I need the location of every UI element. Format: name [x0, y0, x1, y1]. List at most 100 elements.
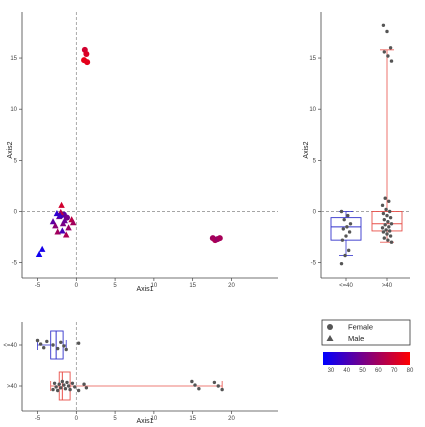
male-point — [35, 250, 43, 257]
box-point — [66, 384, 71, 388]
colorbar-tick-label: 50 — [359, 368, 366, 374]
box-point — [388, 215, 393, 220]
bottom-box-y-ticks: <=40 >40 — [3, 343, 22, 390]
box-point — [82, 382, 86, 386]
box-point — [387, 199, 391, 203]
colorbar-tick-label: 30 — [328, 368, 335, 374]
male-point — [38, 245, 46, 252]
legend: Female Male 30 40 50 60 70 80 — [321, 319, 414, 374]
scatter-y-ticks: -5 0 5 10 15 — [10, 56, 22, 267]
scatter-reference-lines — [22, 12, 278, 278]
box-point — [216, 384, 220, 388]
shape-legend-box — [321, 319, 411, 346]
bottom-box-panel: -5 0 5 10 15 20 <=40 >40 Axis1 — [3, 322, 278, 425]
box-point — [386, 238, 390, 242]
y-tick-label: 0 — [14, 210, 18, 216]
box-point — [59, 386, 63, 390]
box-point — [347, 248, 351, 253]
box-point — [339, 261, 344, 266]
x-tick-label: -5 — [35, 416, 41, 422]
box-point — [62, 383, 66, 387]
box-point — [63, 387, 68, 391]
male-legend-symbol — [326, 335, 334, 341]
box-point — [385, 232, 389, 236]
box-point — [389, 59, 394, 63]
box-point — [342, 217, 346, 222]
female-legend-label: Female — [348, 323, 373, 332]
category-label: <=40 — [3, 343, 17, 349]
box-point — [76, 388, 81, 393]
box-point — [52, 381, 57, 385]
male-point — [54, 228, 61, 235]
box-point — [384, 207, 388, 212]
colorbar-tick-label: 70 — [391, 368, 398, 374]
box-point — [65, 380, 69, 385]
category-label: >40 — [382, 283, 393, 289]
box-point — [220, 387, 224, 392]
box-point — [381, 23, 386, 27]
box-point — [60, 379, 65, 384]
box-point — [343, 253, 347, 258]
box-point — [57, 382, 61, 386]
x-tick-label: 15 — [189, 283, 196, 289]
male-point — [58, 201, 65, 208]
x-tick-label: 10 — [151, 283, 158, 289]
box-point — [381, 211, 386, 216]
box-point — [55, 388, 60, 393]
box-point — [344, 234, 348, 238]
box-point — [388, 229, 392, 233]
bottom-box-x-ticks: -5 0 5 10 15 20 — [35, 411, 235, 422]
male-point — [59, 227, 66, 234]
box-point — [388, 209, 392, 214]
male-point — [62, 231, 70, 238]
colorbar-tick-label: 60 — [375, 368, 382, 374]
male-point — [59, 220, 67, 227]
colorbar-ticks: 30 40 50 60 70 80 — [328, 368, 414, 374]
colorbar — [323, 352, 410, 365]
box-point — [70, 381, 75, 385]
female-point — [216, 235, 223, 242]
box-point — [212, 380, 217, 385]
box-point — [62, 344, 66, 348]
box-point — [73, 385, 77, 389]
box-point — [38, 342, 43, 346]
x-tick-label: 5 — [113, 416, 117, 422]
box-point — [84, 386, 89, 390]
x-tick-label: 0 — [75, 283, 79, 289]
box-point — [55, 346, 60, 351]
box-point — [45, 339, 49, 344]
scatter-x-label: Axis1 — [136, 286, 153, 293]
box-point — [35, 338, 40, 343]
x-tick-label: 20 — [228, 416, 235, 422]
box-point — [347, 230, 352, 234]
box-point — [51, 343, 55, 347]
scatter-y-label: Axis2 — [7, 141, 14, 158]
box-point — [381, 230, 386, 234]
y-tick-label: -5 — [12, 261, 18, 267]
male-point — [49, 218, 57, 225]
x-tick-label: 5 — [113, 283, 117, 289]
box-point — [64, 347, 68, 352]
box-point — [341, 227, 345, 231]
box-point — [383, 223, 387, 227]
box-point — [340, 238, 345, 242]
box-point — [386, 220, 390, 224]
box-point — [384, 228, 388, 232]
bottom-box-x-label: Axis1 — [136, 418, 153, 425]
box-point — [59, 340, 63, 344]
box-point — [389, 222, 394, 226]
box-point — [380, 203, 385, 208]
box-point — [346, 213, 350, 218]
box-point — [383, 196, 387, 200]
box-point — [385, 213, 389, 218]
box-point — [345, 225, 349, 229]
box-point — [382, 217, 386, 222]
x-tick-label: 15 — [189, 416, 196, 422]
box-point — [388, 46, 393, 50]
x-tick-label: 20 — [228, 283, 235, 289]
female-legend-symbol — [327, 324, 333, 330]
box — [330, 217, 362, 241]
bottom-box-boxes — [35, 330, 224, 401]
category-label: >40 — [7, 384, 18, 390]
